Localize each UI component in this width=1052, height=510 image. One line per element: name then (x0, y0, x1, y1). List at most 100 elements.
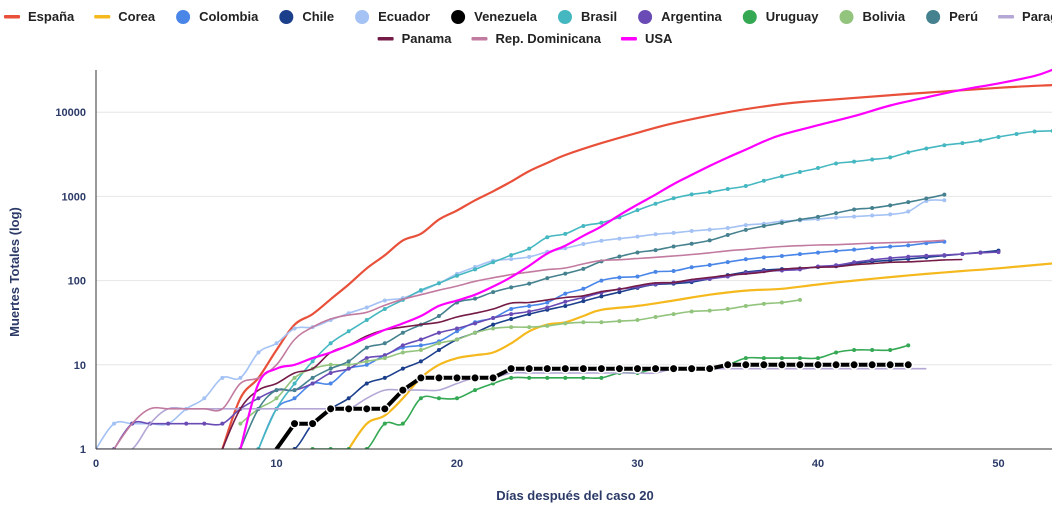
legend-item-panama[interactable]: Panama (378, 31, 453, 46)
data-point (687, 364, 695, 372)
data-point (868, 361, 876, 369)
series-espana (222, 85, 1052, 449)
data-point (672, 231, 676, 235)
data-point (437, 341, 441, 345)
data-point (834, 249, 838, 253)
data-point (798, 298, 802, 302)
data-point (672, 196, 676, 200)
data-point (832, 361, 840, 369)
legend-item-chile[interactable]: Chile (279, 9, 334, 24)
data-point (509, 317, 513, 321)
data-point (419, 396, 423, 400)
legend-marker (743, 10, 757, 24)
data-point (599, 320, 603, 324)
data-point (581, 376, 585, 380)
x-tick-label: 30 (631, 458, 643, 470)
data-point (527, 309, 531, 313)
data-point (852, 207, 856, 211)
legend-item-usa[interactable]: USA (621, 31, 673, 46)
legend-item-ecuador[interactable]: Ecuador (355, 9, 430, 24)
data-point (545, 235, 549, 239)
data-point (906, 150, 910, 154)
data-point (184, 422, 188, 426)
series-line (222, 85, 1052, 449)
legend-item-corea[interactable]: Corea (94, 9, 156, 24)
data-point (437, 281, 441, 285)
legend-marker (94, 15, 110, 19)
data-point (762, 255, 766, 259)
legend: España Corea Colombia Chile Ecuador Venezuela… (4, 9, 1052, 46)
data-point (636, 235, 640, 239)
series-line (222, 260, 962, 450)
data-point (545, 300, 549, 304)
legend-item-paraguay[interactable]: Paraguay (998, 9, 1052, 24)
data-point (870, 258, 874, 262)
legend-label: Bolivia (863, 9, 906, 24)
data-point (599, 376, 603, 380)
data-point (220, 376, 224, 380)
data-point (311, 376, 315, 380)
data-point (708, 309, 712, 313)
data-point (744, 356, 748, 360)
legend-marker (176, 10, 190, 24)
data-point (383, 341, 387, 345)
legend-item-argentina[interactable]: Argentina (638, 9, 722, 24)
data-point (742, 361, 750, 369)
data-point (256, 396, 260, 400)
data-point (599, 221, 603, 225)
data-point (437, 396, 441, 400)
data-point (491, 316, 495, 320)
data-point (347, 363, 351, 367)
data-point (852, 260, 856, 264)
data-point (563, 376, 567, 380)
data-point (669, 364, 677, 372)
data-point (256, 350, 260, 354)
data-point (597, 364, 605, 372)
legend-marker (4, 15, 20, 19)
legend-item-colombia[interactable]: Colombia (176, 9, 259, 24)
data-point (636, 208, 640, 212)
legend-item-peru[interactable]: Perú (926, 9, 978, 24)
data-point (888, 212, 892, 216)
legend-item-bolivia[interactable]: Bolivia (840, 9, 906, 24)
data-point (852, 248, 856, 252)
data-point (383, 307, 387, 311)
data-point (527, 247, 531, 251)
legend-label: Argentina (661, 9, 722, 24)
legend-item-rep-dominicana[interactable]: Rep. Dominicana (471, 31, 601, 46)
data-point (347, 329, 351, 333)
legend-item-brasil[interactable]: Brasil (558, 9, 617, 24)
data-point (690, 265, 694, 269)
data-point (852, 160, 856, 164)
data-point (275, 388, 279, 392)
data-point (798, 356, 802, 360)
data-point (112, 422, 116, 426)
legend-item-espana[interactable]: España (4, 9, 75, 24)
series-line (240, 300, 800, 424)
data-point (545, 376, 549, 380)
data-point (834, 350, 838, 354)
series-group (94, 70, 1052, 451)
data-point (293, 396, 297, 400)
legend-item-venezuela[interactable]: Venezuela (451, 9, 538, 24)
data-point (906, 209, 910, 213)
data-point (870, 348, 874, 352)
data-point (834, 161, 838, 165)
data-point (311, 359, 315, 363)
data-point (870, 158, 874, 162)
data-point (726, 307, 730, 311)
data-point (654, 270, 658, 274)
data-point (401, 367, 405, 371)
legend-item-uruguay[interactable]: Uruguay (743, 9, 820, 24)
legend-marker (355, 10, 369, 24)
data-point (509, 376, 513, 380)
data-point (563, 300, 567, 304)
data-point (473, 388, 477, 392)
data-point (166, 422, 170, 426)
data-point (726, 187, 730, 191)
data-point (473, 267, 477, 271)
data-point (563, 232, 567, 236)
data-point (724, 361, 732, 369)
legend-label: España (28, 9, 75, 24)
